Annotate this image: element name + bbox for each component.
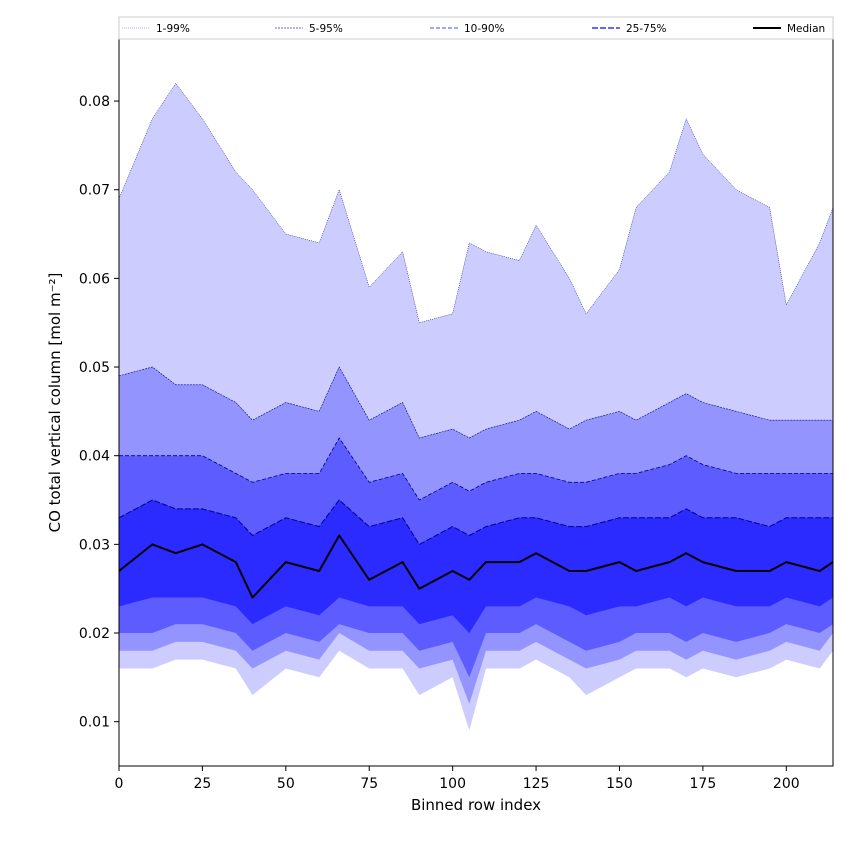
y-tick-label: 0.07 — [79, 183, 110, 199]
x-tick-label: 25 — [193, 776, 211, 792]
y-tick-label: 0.04 — [79, 449, 110, 465]
x-tick-label: 75 — [360, 776, 378, 792]
x-tick-label: 50 — [277, 776, 295, 792]
median-line — [119, 534, 833, 599]
x-tick-label: 150 — [606, 776, 633, 792]
band-upper-edge-25-75pct — [119, 499, 833, 546]
y-tick-label: 0.01 — [79, 715, 110, 731]
band-upper-edge-10-90pct — [119, 437, 833, 501]
x-tick-label: 100 — [439, 776, 466, 792]
y-tick-label: 0.08 — [79, 94, 110, 110]
legend: 1-99% 5-95% 10-90% 25-75% Median — [118, 16, 834, 40]
legend-label: 10-90% — [464, 23, 505, 35]
percentile-bands — [119, 82, 833, 731]
band-upper-edge-5-95pct — [119, 366, 833, 439]
x-tick-label: 125 — [523, 776, 550, 792]
x-tick-label: 175 — [690, 776, 717, 792]
y-tick-label: 0.02 — [79, 626, 110, 642]
legend-label: 25-75% — [626, 23, 667, 35]
legend-label: 1-99% — [156, 23, 190, 35]
y-axis: 0.01 0.02 0.03 0.04 0.05 0.06 0.07 0.08 — [79, 94, 119, 731]
x-tick-label: 0 — [115, 776, 124, 792]
y-axis-label: CO total vertical column [mol m⁻²] — [46, 273, 64, 533]
legend-box — [118, 16, 834, 40]
legend-label: Median — [787, 23, 825, 35]
y-tick-label: 0.05 — [79, 360, 110, 376]
x-axis-label: Binned row index — [411, 796, 541, 814]
y-tick-label: 0.03 — [79, 537, 110, 553]
legend-label: 5-95% — [309, 23, 343, 35]
band-25-75pct — [119, 500, 833, 633]
x-tick-label: 200 — [773, 776, 800, 792]
band-upper-edge-1-99pct — [119, 82, 833, 324]
y-tick-label: 0.06 — [79, 271, 110, 287]
x-axis: 0 25 50 75 100 125 150 175 200 — [115, 766, 800, 792]
